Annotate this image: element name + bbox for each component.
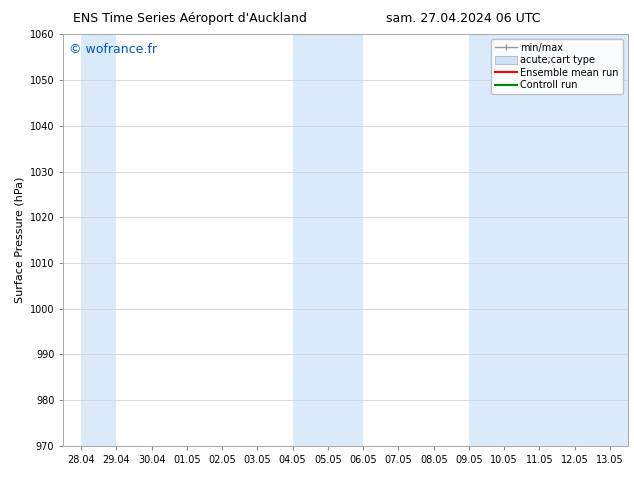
Text: © wofrance.fr: © wofrance.fr xyxy=(69,43,157,55)
Bar xyxy=(293,34,363,446)
Bar xyxy=(81,34,116,446)
Y-axis label: Surface Pressure (hPa): Surface Pressure (hPa) xyxy=(14,177,24,303)
Bar xyxy=(469,34,628,446)
Legend: min/max, acute;cart type, Ensemble mean run, Controll run: min/max, acute;cart type, Ensemble mean … xyxy=(491,39,623,94)
Text: sam. 27.04.2024 06 UTC: sam. 27.04.2024 06 UTC xyxy=(385,12,540,25)
Text: ENS Time Series Aéroport d'Auckland: ENS Time Series Aéroport d'Auckland xyxy=(74,12,307,25)
